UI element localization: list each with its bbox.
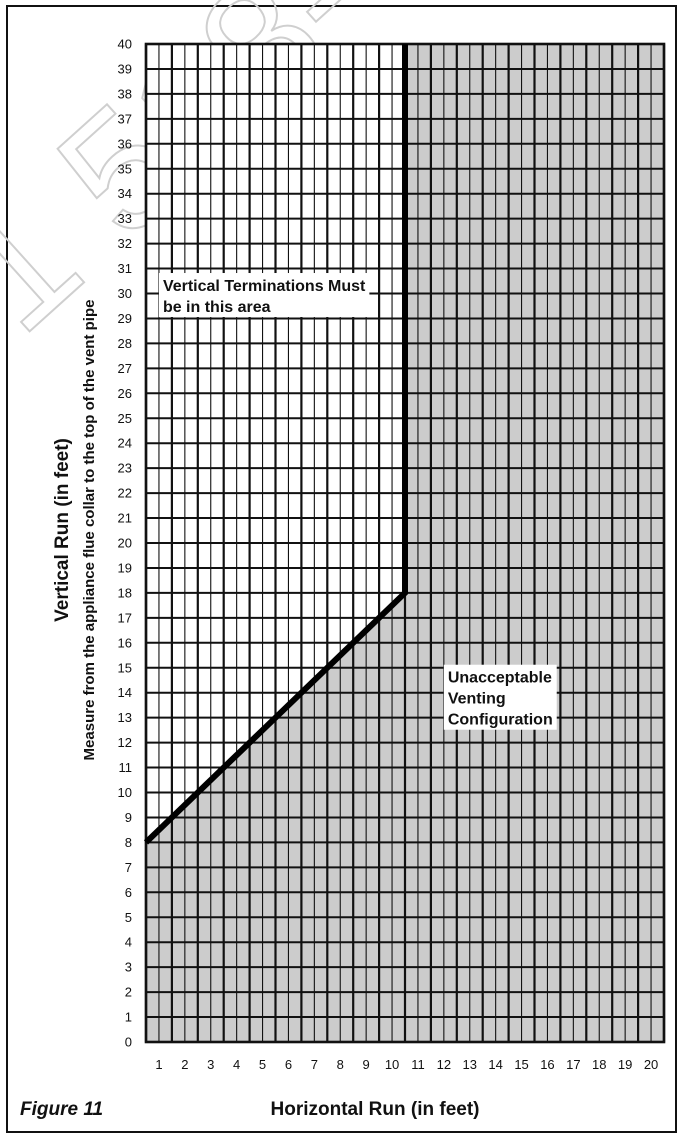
y-tick-label: 40 — [118, 37, 132, 52]
y-tick-label: 17 — [118, 610, 132, 625]
x-tick-label: 10 — [385, 1057, 399, 1072]
annotation-2: Unacceptable Venting Configuration — [443, 664, 557, 730]
y-tick-label: 36 — [118, 136, 132, 151]
y-tick-label: 10 — [118, 785, 132, 800]
x-tick-label: 13 — [463, 1057, 477, 1072]
y-tick-labels: 0123456789101112131415161718192021222324… — [118, 37, 132, 1050]
annotation-text: Configuration — [448, 712, 553, 729]
y-tick-label: 27 — [118, 361, 132, 376]
y-tick-label: 9 — [125, 810, 132, 825]
y-tick-label: 38 — [118, 86, 132, 101]
x-tick-label: 2 — [181, 1057, 188, 1072]
x-tick-label: 19 — [618, 1057, 632, 1072]
x-tick-label: 3 — [207, 1057, 214, 1072]
y-tick-label: 16 — [118, 635, 132, 650]
y-tick-label: 37 — [118, 111, 132, 126]
x-tick-label: 16 — [540, 1057, 554, 1072]
annotation-text: Unacceptable — [448, 670, 552, 687]
annotation-background — [443, 664, 557, 730]
x-tick-label: 15 — [514, 1057, 528, 1072]
y-tick-label: 26 — [118, 386, 132, 401]
x-tick-label: 6 — [285, 1057, 292, 1072]
y-tick-label: 4 — [125, 935, 132, 950]
y-tick-label: 15 — [118, 660, 132, 675]
y-tick-label: 22 — [118, 486, 132, 501]
y-tick-label: 7 — [125, 860, 132, 875]
x-tick-label: 17 — [566, 1057, 580, 1072]
y-tick-label: 34 — [118, 186, 132, 201]
x-tick-label: 5 — [259, 1057, 266, 1072]
y-tick-label: 3 — [125, 960, 132, 975]
y-tick-label: 5 — [125, 910, 132, 925]
annotation-1: Vertical Terminations Must be in this are… — [158, 273, 370, 318]
y-tick-label: 21 — [118, 511, 132, 526]
y-tick-label: 35 — [118, 161, 132, 176]
y-tick-label: 2 — [125, 985, 132, 1000]
y-tick-label: 19 — [118, 560, 132, 575]
y-tick-label: 14 — [118, 685, 132, 700]
y-axis-label: Vertical Run (in feet) — [52, 438, 73, 622]
y-axis-sublabel: Measure from the appliance flue collar t… — [81, 300, 98, 761]
x-tick-label: 7 — [311, 1057, 318, 1072]
y-tick-label: 6 — [125, 885, 132, 900]
x-tick-label: 8 — [337, 1057, 344, 1072]
y-tick-label: 20 — [118, 536, 132, 551]
plot-area — [143, 42, 666, 1044]
x-tick-labels: 1 2 3 4 5 6 7 8 9 10 11 12 13 14 15 16 17 18 19 20 — [155, 1057, 658, 1072]
y-tick-label: 24 — [118, 436, 132, 451]
x-tick-label: 1 — [155, 1057, 162, 1072]
y-tick-label: 13 — [118, 710, 132, 725]
y-tick-label: 18 — [118, 585, 132, 600]
x-tick-label: 4 — [233, 1057, 240, 1072]
y-tick-label: 0 — [125, 1035, 132, 1050]
y-tick-label: 11 — [119, 760, 133, 775]
annotation-text: Vertical Terminations Must — [163, 278, 366, 295]
y-tick-label: 39 — [118, 61, 132, 76]
annotations: Vertical Terminations Must be in this are… — [158, 273, 557, 730]
y-tick-label: 32 — [118, 236, 132, 251]
x-tick-label: 14 — [488, 1057, 502, 1072]
x-tick-label: 20 — [644, 1057, 658, 1072]
x-tick-label: 9 — [363, 1057, 370, 1072]
y-tick-label: 25 — [118, 411, 132, 426]
y-tick-label: 12 — [118, 735, 132, 750]
y-tick-label: 33 — [118, 211, 132, 226]
y-tick-label: 1 — [125, 1010, 132, 1025]
boundary-line — [143, 44, 408, 845]
annotation-background — [158, 273, 370, 318]
y-tick-label: 29 — [118, 311, 132, 326]
y-tick-label: 28 — [118, 336, 132, 351]
y-tick-label: 31 — [118, 261, 132, 276]
x-tick-label: 12 — [437, 1057, 451, 1072]
y-tick-label: 23 — [118, 461, 132, 476]
annotation-text: Venting — [448, 691, 506, 708]
y-tick-label: 30 — [118, 286, 132, 301]
figure-label: Figure 11 — [20, 1099, 103, 1120]
annotation-text: be in this area — [163, 299, 271, 316]
x-tick-label: 11 — [411, 1057, 425, 1072]
x-tick-label: 18 — [592, 1057, 606, 1072]
x-axis-label: Horizontal Run (in feet) — [271, 1099, 480, 1120]
y-tick-label: 8 — [125, 835, 132, 850]
